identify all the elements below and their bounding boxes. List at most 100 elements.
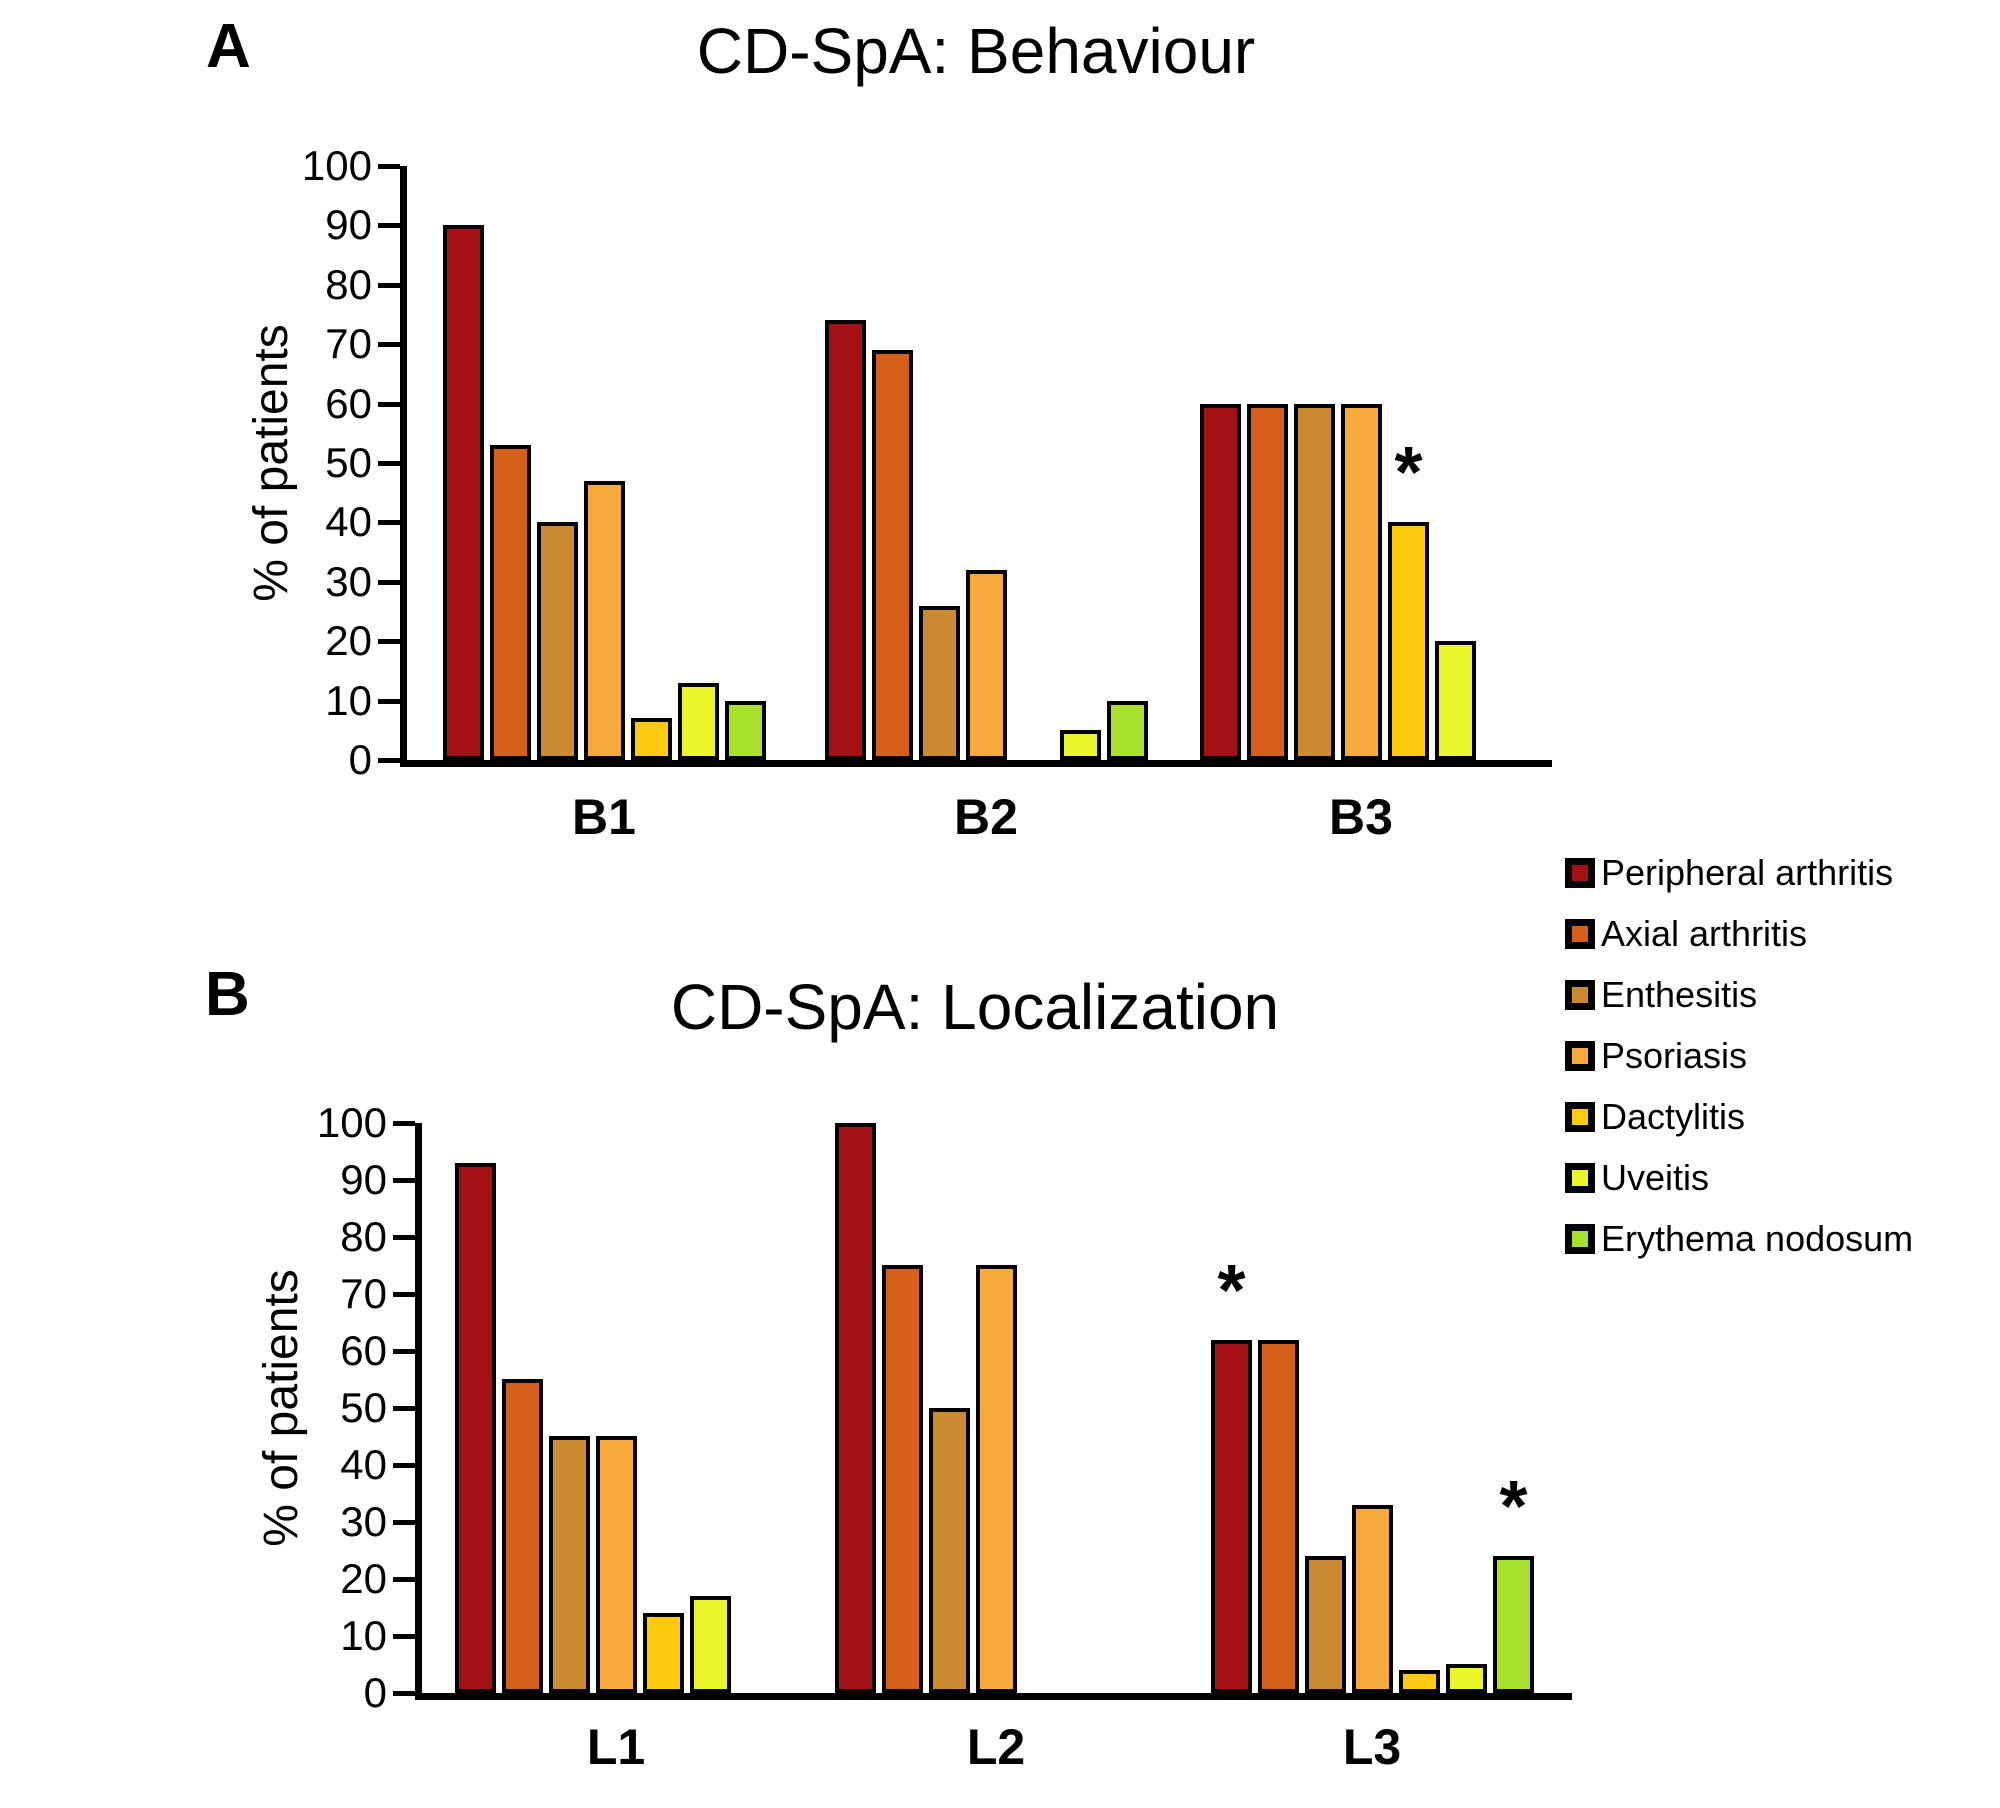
y-tick-label-40: 40: [340, 1441, 387, 1488]
y-tick-label-0: 0: [348, 736, 372, 783]
y-tick-label-20: 20: [325, 617, 372, 665]
bar-b1-erythema-nodosum: [725, 701, 766, 760]
y-tick-label-60: 60: [325, 379, 372, 427]
bar-b1-psoriasis: [584, 481, 625, 760]
panel-b-category-label-l2: L2: [966, 1719, 1026, 1775]
legend-label-dactylitis: Dactylitis: [1601, 1095, 1746, 1137]
y-tick-mark-20: [378, 639, 400, 645]
panel-b-category-label-l3: L3: [1342, 1719, 1402, 1775]
y-tick-mark-40: [378, 520, 400, 526]
legend-label-peripheral-arthritis: Peripheral arthritis: [1601, 851, 1894, 893]
bar-l3-erythema-nodosum: [1493, 1556, 1534, 1693]
y-tick-mark-70: [378, 342, 400, 348]
y-tick-mark-30: [393, 1520, 415, 1525]
panel-a-category-label-b2: B2: [954, 789, 1018, 845]
y-tick-label-90: 90: [340, 1156, 387, 1203]
bar-b1-axial-arthritis: [490, 445, 531, 760]
significance-asterisk-b3-dactylitis: *: [1394, 433, 1423, 514]
y-tick-mark-60: [393, 1349, 415, 1354]
y-tick-label-10: 10: [325, 676, 372, 724]
panel-b-plot-area: 0 10 20 30 40 50 60 70 80 90 100 * *: [317, 1102, 1572, 1714]
y-tick-label-90: 90: [325, 201, 372, 249]
panel-a-category-label-b1: B1: [572, 789, 636, 845]
legend-swatch-icon-erythema-nodosum: [1565, 1223, 1595, 1254]
y-tick-mark-50: [393, 1406, 415, 1411]
bar-b2-axial-arthritis: [872, 350, 913, 760]
y-tick-label-0: 0: [363, 1669, 387, 1716]
bar-l3-axial-arthritis: [1258, 1340, 1299, 1693]
y-tick-label-100: 100: [316, 1099, 387, 1146]
y-tick-label-20: 20: [340, 1555, 387, 1602]
y-tick-mark-90: [378, 223, 400, 229]
bar-b2-uveitis: [1060, 730, 1101, 760]
legend-swatch-icon-enthesitis: [1565, 979, 1595, 1010]
bar-b3-peripheral-arthritis: [1200, 404, 1241, 760]
legend-swatch-icon-psoriasis: [1565, 1040, 1595, 1071]
y-tick-mark-0: [378, 758, 400, 763]
legend-row-psoriasis: Psoriasis: [1565, 1025, 1747, 1086]
bar-l2-axial-arthritis: [882, 1265, 923, 1693]
y-tick-mark-90: [393, 1178, 415, 1183]
y-tick-label-80: 80: [325, 260, 372, 308]
bar-l3-dactylitis: [1399, 1670, 1440, 1693]
bar-l2-enthesitis: [929, 1408, 970, 1693]
bar-b3-psoriasis: [1341, 404, 1382, 760]
bar-l1-peripheral-arthritis: [455, 1163, 496, 1693]
legend-label-psoriasis: Psoriasis: [1601, 1034, 1748, 1076]
bar-l3-psoriasis: [1352, 1505, 1393, 1693]
bar-l3-peripheral-arthritis: [1211, 1340, 1252, 1693]
panel-b-label: B: [205, 960, 250, 1029]
bar-b3-uveitis: [1435, 641, 1476, 760]
bar-b2-psoriasis: [966, 570, 1007, 760]
legend-swatch-icon-uveitis: [1565, 1162, 1595, 1193]
bar-b2-enthesitis: [919, 606, 960, 760]
y-tick-label-30: 30: [325, 557, 372, 605]
bar-b3-enthesitis: [1294, 404, 1335, 760]
y-tick-mark-10: [378, 698, 400, 704]
y-tick-label-30: 30: [340, 1498, 387, 1545]
bar-b3-dactylitis: [1388, 522, 1429, 760]
bar-l2-peripheral-arthritis: [835, 1123, 876, 1693]
y-tick-label-60: 60: [340, 1327, 387, 1374]
panel-a-category-label-b3: B3: [1329, 789, 1393, 845]
legend-label-uveitis: Uveitis: [1601, 1156, 1710, 1198]
y-tick-label-50: 50: [325, 439, 372, 486]
y-tick-label-70: 70: [325, 320, 372, 368]
legend-swatch-icon-peripheral-arthritis: [1565, 857, 1595, 888]
bar-b2-peripheral-arthritis: [825, 320, 866, 760]
bar-b1-peripheral-arthritis: [443, 225, 484, 760]
y-tick-mark-80: [378, 282, 400, 288]
y-tick-label-40: 40: [325, 498, 372, 546]
y-tick-label-80: 80: [340, 1213, 387, 1260]
panel-b-category-label-l1: L1: [586, 1719, 646, 1775]
y-tick-mark-60: [378, 401, 400, 407]
y-tick-mark-40: [393, 1463, 415, 1468]
bar-l1-dactylitis: [643, 1613, 684, 1693]
panel-b-title: CD-SpA: Localization: [670, 971, 1280, 1043]
panel-a-label: A: [206, 12, 251, 81]
bar-l1-uveitis: [690, 1596, 731, 1693]
y-tick-label-10: 10: [340, 1612, 387, 1659]
y-tick-mark-10: [393, 1634, 415, 1639]
y-tick-label-100: 100: [301, 142, 372, 189]
significance-asterisk-l3-erythema-nodosum: *: [1499, 1467, 1528, 1548]
bar-l2-psoriasis: [976, 1265, 1017, 1693]
legend-row-peripheral-arthritis: Peripheral arthritis: [1565, 842, 1893, 903]
y-tick-mark-80: [393, 1235, 415, 1240]
y-tick-mark-70: [393, 1292, 415, 1297]
legend-swatch-icon-dactylitis: [1565, 1101, 1595, 1132]
bar-b1-dactylitis: [631, 718, 672, 760]
significance-asterisk-l3-peripheral-arthritis: *: [1217, 1250, 1246, 1331]
bar-l3-uveitis: [1446, 1664, 1487, 1693]
panel-a-plot-area: 0 10 20 30 40 50 60 70 80 90 100 *: [302, 145, 1552, 781]
y-tick-mark-50: [378, 461, 400, 466]
y-tick-mark-30: [378, 579, 400, 585]
bar-l1-axial-arthritis: [502, 1379, 543, 1693]
bar-b1-enthesitis: [537, 522, 578, 760]
y-tick-mark-100: [378, 164, 400, 169]
y-tick-mark-0: [393, 1691, 415, 1696]
bar-b1-uveitis: [678, 683, 719, 760]
y-tick-mark-100: [393, 1121, 415, 1126]
legend-row-uveitis: Uveitis: [1565, 1147, 1709, 1208]
